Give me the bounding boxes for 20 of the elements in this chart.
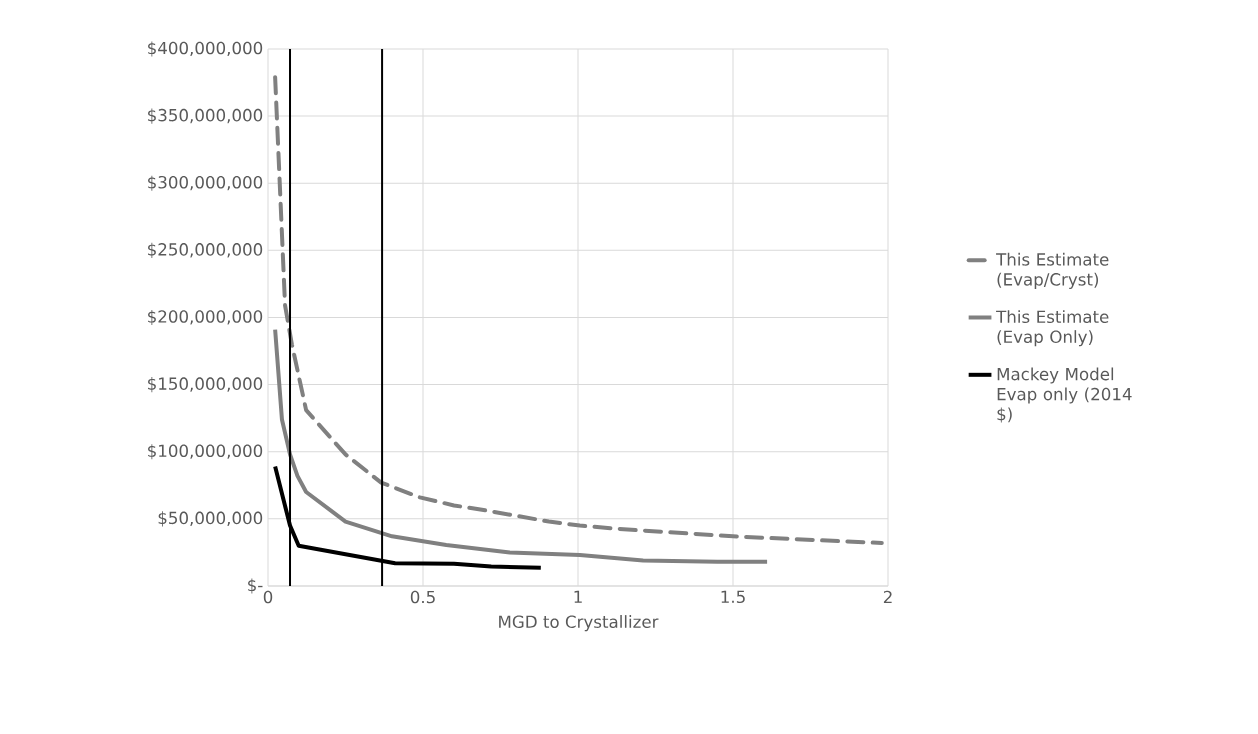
y-tick-label: $50,000,000	[158, 511, 263, 527]
y-tick-label: $200,000,000	[148, 309, 263, 326]
line-series	[273, 327, 770, 564]
x-tick-label: 1	[574, 590, 582, 603]
y-tick-label: $-	[248, 578, 263, 594]
legend-label: This Estimate (Evap/Cryst)	[996, 252, 1109, 289]
y-tick-label: $150,000,000	[148, 377, 263, 393]
x-tick-label: 0.5	[410, 590, 435, 604]
y-tick-label: $300,000,000	[148, 175, 263, 191]
x-tick-label: 1.5	[721, 590, 745, 604]
x-tick-label: 2	[883, 590, 892, 604]
legend-label: This Estimate (Evap Only)	[996, 310, 1109, 347]
y-tick-label: $400,000,000	[148, 41, 263, 57]
line-series	[273, 75, 884, 546]
y-tick-label: $100,000,000	[148, 444, 263, 460]
x-axis-title: MGD to Crystallizer	[499, 615, 659, 632]
legend-label: Mackey Model Evap only (2014 $)	[997, 367, 1132, 423]
y-tick-label: $350,000,000	[148, 108, 263, 124]
x-tick-label: 0	[263, 590, 273, 604]
y-tick-label: $250,000,000	[148, 242, 263, 258]
